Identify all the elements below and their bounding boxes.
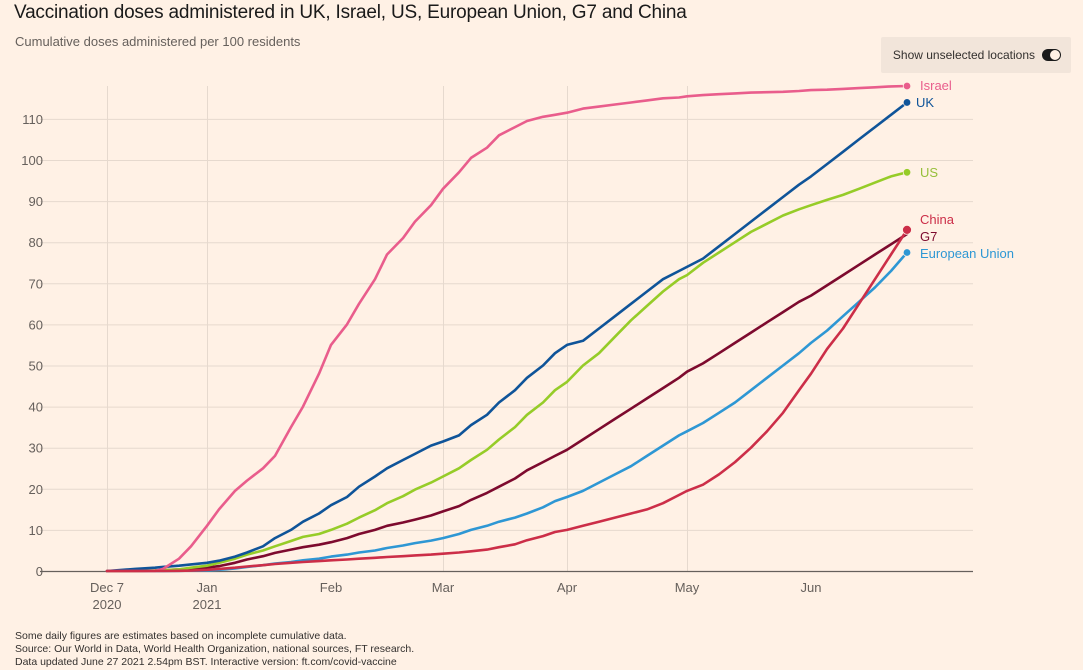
y-tick-label: 90 bbox=[29, 194, 43, 209]
y-tick-label: 30 bbox=[29, 441, 43, 456]
toggle-label: Show unselected locations bbox=[892, 48, 1035, 62]
x-tick-label: May bbox=[675, 580, 700, 595]
series-label-china: China bbox=[920, 212, 955, 227]
show-unselected-locations-toggle[interactable]: Show unselected locations bbox=[881, 37, 1071, 73]
series-label-european-union: European Union bbox=[920, 246, 1014, 261]
chart-subtitle: Cumulative doses administered per 100 re… bbox=[15, 34, 301, 49]
series-line-us[interactable] bbox=[105, 171, 909, 573]
series-label-us: US bbox=[920, 165, 938, 180]
series-line-g7[interactable] bbox=[105, 232, 909, 573]
y-tick-label: 100 bbox=[21, 153, 43, 168]
y-tick-label: 50 bbox=[29, 359, 43, 374]
y-tick-label: 0 bbox=[36, 564, 43, 579]
y-tick-label: 20 bbox=[29, 482, 43, 497]
end-marker-us[interactable] bbox=[902, 168, 912, 177]
footnotes: Some daily figures are estimates based o… bbox=[15, 630, 414, 669]
x-tick-label: Apr bbox=[557, 580, 578, 595]
series-label-g7: G7 bbox=[920, 229, 937, 244]
series-labels: Israel UK US G7 European Union China bbox=[916, 78, 1014, 261]
y-tick-label: 80 bbox=[29, 235, 43, 250]
x-tick-label: 2021 bbox=[193, 597, 222, 612]
end-marker-european-union[interactable] bbox=[902, 248, 912, 257]
series-label-uk: UK bbox=[916, 95, 934, 110]
series-lines bbox=[105, 81, 912, 573]
y-tick-label: 60 bbox=[29, 317, 43, 332]
x-tick-label: Jan bbox=[197, 580, 218, 595]
series-line-uk[interactable] bbox=[105, 101, 909, 573]
end-marker-uk[interactable] bbox=[902, 98, 912, 107]
y-tick-label: 40 bbox=[29, 400, 43, 415]
x-tick-label: Mar bbox=[432, 580, 455, 595]
y-axis-ticks: 0 10 20 30 40 50 60 70 80 90 100 110 bbox=[21, 112, 43, 579]
series-label-israel: Israel bbox=[920, 78, 952, 93]
y-tick-label: 10 bbox=[29, 523, 43, 538]
x-tick-label: Feb bbox=[320, 580, 342, 595]
series-line-european-union[interactable] bbox=[105, 251, 909, 573]
y-tick-label: 110 bbox=[22, 112, 43, 127]
toggle-knob bbox=[1050, 50, 1060, 60]
x-tick-label: Dec 7 bbox=[90, 580, 124, 595]
footnote-updated: Data updated June 27 2021 2.54pm BST. In… bbox=[15, 656, 397, 668]
footnote-source: Source: Our World in Data, World Health … bbox=[15, 643, 415, 655]
toggle-switch-icon[interactable] bbox=[1042, 49, 1061, 61]
y-tick-label: 70 bbox=[29, 276, 43, 291]
x-tick-label: Jun bbox=[801, 580, 822, 595]
gridlines bbox=[40, 86, 973, 571]
series-line-china[interactable] bbox=[105, 228, 909, 573]
x-axis-ticks: Dec 7 2020 Jan 2021 Feb Mar Apr May Jun bbox=[90, 580, 821, 612]
end-marker-israel[interactable] bbox=[902, 81, 912, 91]
chart-title: Vaccination doses administered in UK, Is… bbox=[14, 2, 687, 23]
footnote-estimates: Some daily figures are estimates based o… bbox=[15, 630, 347, 642]
end-marker-china[interactable] bbox=[902, 224, 912, 235]
series-line-israel[interactable] bbox=[105, 84, 909, 573]
x-tick-label: 2020 bbox=[93, 597, 122, 612]
line-chart: 0 10 20 30 40 50 60 70 80 90 100 110 Dec 7 2020 Jan 20… bbox=[21, 78, 1014, 612]
